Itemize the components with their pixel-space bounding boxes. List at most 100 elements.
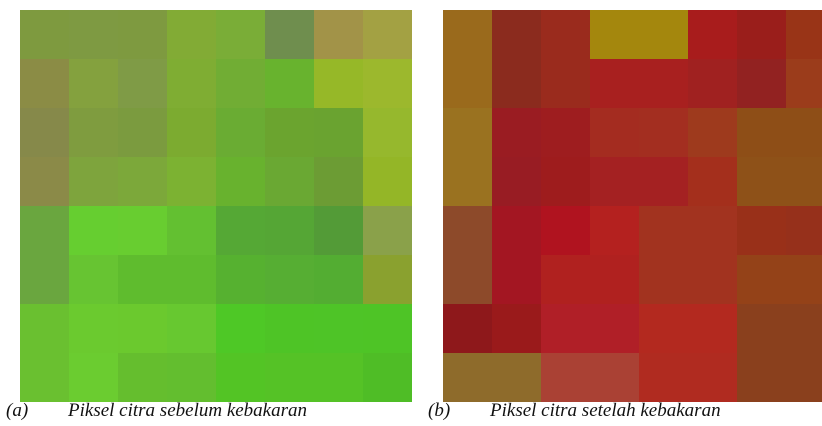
pixel-cell <box>167 10 216 59</box>
pixel-cell <box>786 108 822 157</box>
pixel-cell <box>541 108 590 157</box>
pixel-cell <box>20 304 69 353</box>
pixel-cell <box>688 304 737 353</box>
pixel-cell <box>363 10 412 59</box>
pixel-cell <box>167 108 216 157</box>
pixel-cell <box>639 59 688 108</box>
pixel-cell <box>118 157 167 206</box>
pixel-cell <box>363 206 412 255</box>
pixel-cell <box>492 304 541 353</box>
pixel-cell <box>69 59 118 108</box>
pixel-cell <box>443 157 492 206</box>
pixel-cell <box>265 10 314 59</box>
pixel-cell <box>69 304 118 353</box>
pixel-cell <box>20 206 69 255</box>
pixel-cell <box>167 59 216 108</box>
pixel-cell <box>688 10 737 59</box>
pixel-cell <box>443 353 492 402</box>
pixel-cell <box>688 157 737 206</box>
pixel-cell <box>590 304 639 353</box>
pixel-cell <box>492 206 541 255</box>
pixel-cell <box>737 304 786 353</box>
pixel-cell <box>314 206 363 255</box>
pixel-cell <box>20 10 69 59</box>
pixel-cell <box>314 10 363 59</box>
pixel-cell <box>118 255 167 304</box>
pixel-cell <box>118 59 167 108</box>
pixel-cell <box>314 59 363 108</box>
pixel-cell <box>786 206 822 255</box>
pixel-cell <box>541 304 590 353</box>
pixel-cell <box>69 206 118 255</box>
pixel-cell <box>118 10 167 59</box>
caption-a-letter: (a) <box>6 400 29 421</box>
pixel-cell <box>541 353 590 402</box>
pixel-cell <box>167 157 216 206</box>
pixel-cell <box>363 304 412 353</box>
pixel-cell <box>265 108 314 157</box>
pixel-cell <box>786 353 822 402</box>
pixel-cell <box>639 304 688 353</box>
pixel-cell <box>492 353 541 402</box>
pixel-cell <box>20 157 69 206</box>
pixel-cell <box>492 108 541 157</box>
pixel-cell <box>590 353 639 402</box>
pixel-cell <box>737 59 786 108</box>
pixel-cell <box>639 353 688 402</box>
pixel-cell <box>20 59 69 108</box>
pixel-cell <box>492 255 541 304</box>
pixel-cell <box>118 206 167 255</box>
pixel-cell <box>443 206 492 255</box>
pixel-cell <box>590 157 639 206</box>
pixel-cell <box>20 255 69 304</box>
pixel-cell <box>688 206 737 255</box>
caption-b-letter: (b) <box>428 400 451 421</box>
caption-a-text: Piksel citra sebelum kebakaran <box>68 400 308 421</box>
caption-b-text: Piksel citra setelah kebakaran <box>490 400 721 421</box>
pixel-cell <box>590 108 639 157</box>
pixel-grid-after-fire <box>443 10 822 402</box>
pixel-cell <box>216 206 265 255</box>
pixel-cell <box>118 304 167 353</box>
pixel-cell <box>541 10 590 59</box>
pixel-cell <box>265 255 314 304</box>
pixel-cell <box>314 157 363 206</box>
pixel-cell <box>363 108 412 157</box>
pixel-cell <box>688 59 737 108</box>
pixel-cell <box>737 108 786 157</box>
pixel-cell <box>639 255 688 304</box>
pixel-cell <box>69 10 118 59</box>
pixel-cell <box>363 59 412 108</box>
pixel-cell <box>167 255 216 304</box>
pixel-cell <box>216 353 265 402</box>
pixel-cell <box>216 108 265 157</box>
pixel-cell <box>590 255 639 304</box>
pixel-cell <box>590 10 639 59</box>
pixel-cell <box>443 59 492 108</box>
pixel-cell <box>737 206 786 255</box>
pixel-cell <box>216 59 265 108</box>
pixel-cell <box>541 157 590 206</box>
pixel-cell <box>314 304 363 353</box>
pixel-cell <box>216 304 265 353</box>
pixel-cell <box>363 353 412 402</box>
caption-b: (b) Piksel citra setelah kebakaran <box>428 400 721 422</box>
pixel-cell <box>443 108 492 157</box>
pixel-cell <box>541 59 590 108</box>
pixel-cell <box>167 206 216 255</box>
pixel-cell <box>737 255 786 304</box>
pixel-cell <box>541 255 590 304</box>
pixel-cell <box>314 353 363 402</box>
pixel-cell <box>786 255 822 304</box>
pixel-cell <box>314 255 363 304</box>
pixel-cell <box>639 108 688 157</box>
pixel-cell <box>590 206 639 255</box>
pixel-cell <box>216 255 265 304</box>
pixel-cell <box>492 157 541 206</box>
pixel-cell <box>265 353 314 402</box>
pixel-cell <box>20 108 69 157</box>
pixel-cell <box>786 157 822 206</box>
pixel-cell <box>363 255 412 304</box>
pixel-cell <box>639 157 688 206</box>
pixel-cell <box>167 304 216 353</box>
